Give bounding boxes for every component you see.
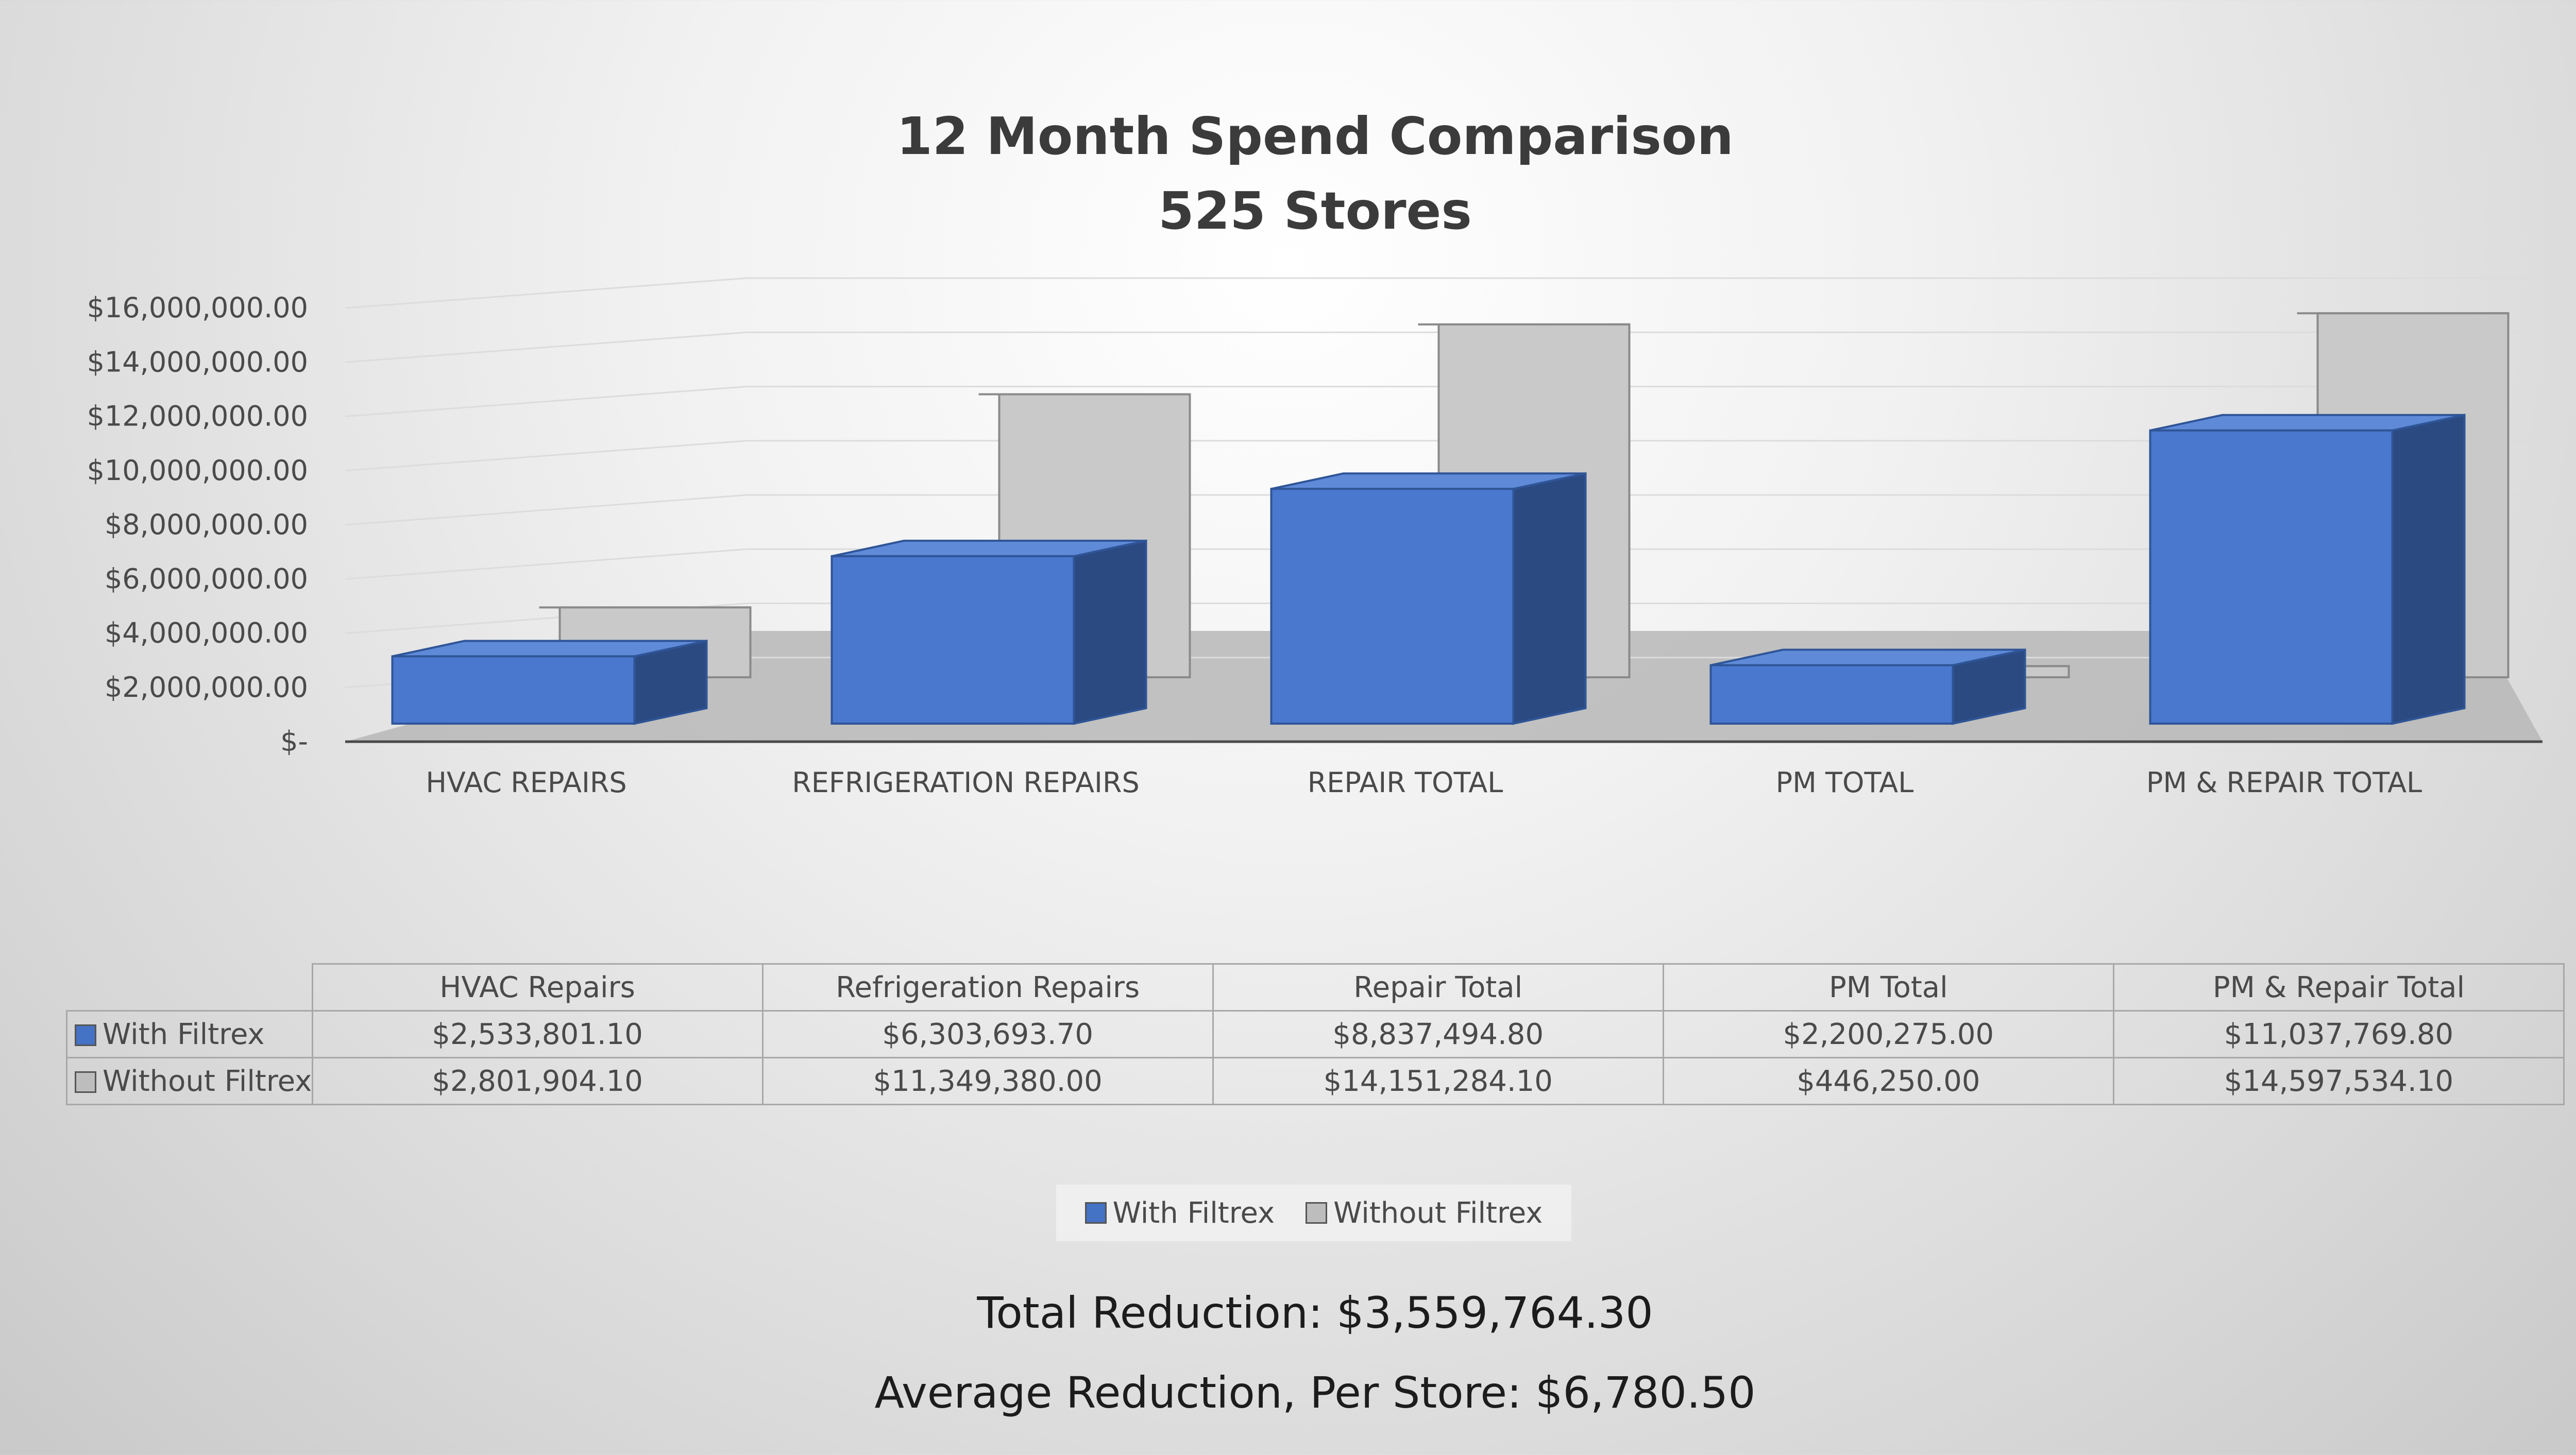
average-reduction-text: Average Reduction, Per Store: $6,780.50: [874, 1367, 1756, 1418]
bar-front-face: [831, 555, 1075, 725]
table-header-cell: HVAC Repairs: [311, 963, 764, 1012]
table-row-label: With Filtrex: [66, 1010, 313, 1058]
row-label-text: Without Filtrex: [103, 1064, 312, 1098]
y-tick-label: $-: [280, 725, 308, 758]
bar-front-face: [1709, 664, 1954, 725]
chart-title: 12 Month Spend Comparison: [896, 106, 1734, 166]
total-reduction-text: Total Reduction: $3,559,764.30: [977, 1288, 1653, 1338]
table-cell: $8,837,494.80: [1212, 1010, 1664, 1058]
table-cell: $2,200,275.00: [1662, 1010, 2114, 1058]
y-tick-label: $8,000,000.00: [105, 508, 308, 541]
bar-front-face: [391, 655, 636, 725]
gridline: [345, 603, 2527, 634]
chart-subtitle: 525 Stores: [1158, 181, 1472, 241]
bar-front-face: [2149, 429, 2394, 725]
gridline: [345, 440, 2527, 472]
gridline: [345, 386, 2527, 417]
y-tick-label: $16,000,000.00: [87, 292, 308, 324]
x-category-label: REFRIGERATION REPAIRS: [792, 766, 1140, 799]
table-cell: $14,151,284.10: [1212, 1057, 1664, 1105]
table-cell: $11,037,769.80: [2112, 1010, 2565, 1058]
table-header-row: HVAC Repairs Refrigeration Repairs Repai…: [66, 963, 2565, 1012]
gridline: [345, 277, 2527, 309]
table-cell: $11,349,380.00: [761, 1057, 1214, 1105]
with-filtrex-swatch: [1084, 1202, 1107, 1224]
bar-with-filtrex: [831, 539, 1147, 725]
bar-with-filtrex: [1270, 472, 1587, 725]
legend-label: With Filtrex: [1112, 1196, 1275, 1230]
y-tick-label: $6,000,000.00: [105, 562, 308, 595]
without-filtrex-swatch: [1306, 1202, 1328, 1224]
table-row: Without Filtrex $2,801,904.10 $11,349,38…: [66, 1057, 2565, 1105]
x-category-label: PM & REPAIR TOTAL: [2146, 766, 2422, 799]
bar-with-filtrex: [1709, 648, 2026, 725]
y-tick-label: $2,000,000.00: [105, 671, 308, 704]
bar-side-face: [2391, 414, 2466, 725]
chart-legend: With Filtrex Without Filtrex: [1056, 1185, 1571, 1241]
gridline: [345, 331, 2527, 363]
x-category-label: PM TOTAL: [1776, 766, 1914, 799]
y-tick-label: $12,000,000.00: [87, 400, 308, 433]
row-label-text: With Filtrex: [103, 1017, 265, 1051]
table-header-cell: PM Total: [1662, 963, 2114, 1012]
y-tick-label: $14,000,000.00: [87, 346, 308, 378]
bar-chart: $- $2,000,000.00 $4,000,000.00 $6,000,000.0…: [87, 277, 2543, 799]
bar-side-face: [1073, 539, 1147, 725]
data-table: HVAC Repairs Refrigeration Repairs Repai…: [66, 963, 2565, 1105]
bar-front-face: [1270, 488, 1515, 725]
legend-label: Without Filtrex: [1333, 1196, 1543, 1230]
legend-item-without-filtrex: Without Filtrex: [1306, 1196, 1543, 1230]
table-cell: $2,533,801.10: [311, 1010, 764, 1058]
y-tick-label: $4,000,000.00: [105, 617, 308, 649]
table-cell: $6,303,693.70: [761, 1010, 1214, 1058]
table-cell: $14,597,534.10: [2112, 1057, 2565, 1105]
bar-with-filtrex: [391, 639, 708, 725]
y-tick-label: $10,000,000.00: [87, 454, 308, 487]
table-header-cell: Refrigeration Repairs: [761, 963, 1214, 1012]
x-category-label: REPAIR TOTAL: [1308, 766, 1503, 799]
bar-side-face: [1512, 472, 1587, 725]
bar-with-filtrex: [2149, 414, 2466, 725]
gridline: [345, 548, 2527, 580]
table-header-cell: Repair Total: [1212, 963, 1664, 1012]
without-filtrex-swatch: [75, 1071, 96, 1093]
with-filtrex-swatch: [75, 1024, 96, 1046]
table-row: With Filtrex $2,533,801.10 $6,303,693.70…: [66, 1010, 2565, 1058]
table-row-label: Without Filtrex: [66, 1057, 313, 1105]
x-category-label: HVAC REPAIRS: [426, 766, 626, 799]
table-corner-cell: [66, 964, 313, 1012]
table-header-cell: PM & Repair Total: [2112, 963, 2565, 1012]
gridline: [345, 494, 2527, 526]
legend-item-with-filtrex: With Filtrex: [1084, 1196, 1275, 1230]
table-cell: $446,250.00: [1662, 1057, 2114, 1105]
table-cell: $2,801,904.10: [311, 1057, 764, 1105]
